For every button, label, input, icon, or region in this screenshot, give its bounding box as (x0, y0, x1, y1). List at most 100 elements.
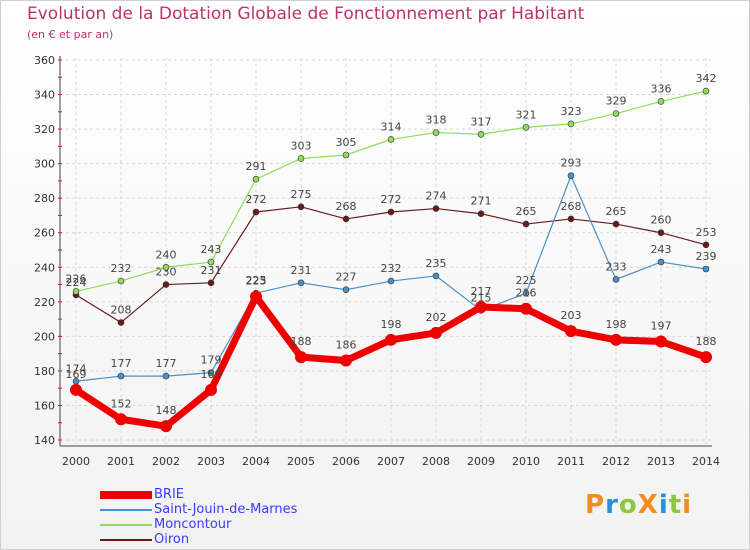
x-tick-label: 2005 (287, 455, 315, 468)
data-label-brie: 152 (111, 397, 132, 410)
data-point-oiron (477, 210, 485, 218)
data-label-brie: 169 (66, 368, 87, 381)
data-label-brie: 186 (336, 339, 357, 352)
data-point-oiron (657, 229, 665, 237)
data-point-oiron (522, 220, 530, 228)
data-label-moncontour: 314 (381, 120, 402, 133)
data-point-brie (565, 325, 577, 338)
legend-label: Oiron (154, 532, 190, 547)
data-point-oiron (702, 241, 710, 249)
y-tick-label: 320 (34, 123, 55, 136)
x-tick-label: 2009 (467, 455, 495, 468)
data-point-moncontour (387, 136, 395, 143)
data-label-moncontour: 305 (336, 136, 357, 149)
y-tick-label: 260 (34, 227, 55, 240)
x-tick-label: 2010 (512, 455, 540, 468)
data-point-brie (520, 302, 532, 315)
logo-letter: i (682, 490, 693, 520)
x-tick-label: 2014 (692, 455, 720, 468)
data-label-moncontour: 226 (66, 272, 87, 285)
x-tick-label: 2006 (332, 455, 360, 468)
data-label-saint-jouin-de-marnes: 232 (381, 262, 402, 275)
data-label-saint-jouin-de-marnes: 179 (201, 354, 222, 367)
data-label-oiron: 265 (606, 205, 627, 218)
proxiti-logo: ProXiti (585, 490, 692, 520)
data-label-oiron: 268 (336, 200, 357, 213)
data-point-saint-jouin-de-marnes (612, 276, 620, 283)
data-label-moncontour: 323 (561, 105, 582, 118)
data-point-moncontour (612, 110, 620, 117)
data-point-moncontour (162, 263, 170, 271)
data-point-saint-jouin-de-marnes (702, 265, 710, 273)
logo-letter: i (658, 490, 669, 520)
data-label-oiron: 271 (471, 195, 492, 208)
data-label-brie: 216 (516, 287, 537, 300)
data-label-saint-jouin-de-marnes: 231 (291, 264, 312, 277)
data-label-moncontour: 291 (246, 160, 267, 173)
data-point-brie (475, 301, 487, 313)
logo-letter: P (585, 490, 606, 520)
chart-subtitle: (en € et par an) (27, 28, 114, 41)
data-point-saint-jouin-de-marnes (432, 272, 440, 280)
data-label-brie: 197 (651, 320, 672, 333)
data-label-brie: 188 (291, 335, 312, 348)
y-tick-label: 220 (34, 296, 55, 309)
data-point-brie (385, 333, 397, 346)
data-point-moncontour (342, 151, 350, 159)
data-point-brie (205, 383, 217, 396)
data-point-saint-jouin-de-marnes (657, 258, 665, 266)
data-label-oiron: 265 (516, 205, 537, 218)
data-point-moncontour (432, 129, 440, 136)
data-point-saint-jouin-de-marnes (522, 289, 530, 297)
data-point-saint-jouin-de-marnes (117, 372, 125, 380)
data-label-moncontour: 318 (426, 114, 447, 127)
x-tick-label: 2012 (602, 455, 630, 468)
data-point-oiron (162, 281, 170, 288)
data-point-brie (295, 351, 307, 364)
legend-label: BRIE (154, 487, 184, 502)
data-label-brie: 203 (561, 309, 582, 322)
x-tick-label: 2000 (62, 455, 90, 468)
data-point-oiron (342, 215, 350, 223)
data-point-moncontour (72, 288, 80, 295)
data-label-oiron: 275 (291, 188, 312, 201)
x-tick-label: 2002 (152, 455, 180, 468)
x-tick-label: 2008 (422, 455, 450, 468)
data-label-saint-jouin-de-marnes: 177 (156, 357, 177, 370)
x-tick-label: 2011 (557, 455, 585, 468)
data-point-saint-jouin-de-marnes (207, 369, 215, 376)
legend-label: Saint-Jouin-de-Marnes (154, 502, 298, 517)
data-point-oiron (207, 279, 215, 287)
data-point-brie (250, 290, 262, 303)
data-label-oiron: 253 (696, 226, 717, 239)
data-label-moncontour: 321 (516, 108, 537, 121)
x-tick-label: 2003 (197, 455, 225, 468)
data-point-moncontour (117, 277, 125, 285)
x-tick-label: 2004 (242, 455, 270, 468)
data-point-saint-jouin-de-marnes (387, 277, 395, 285)
data-label-moncontour: 336 (651, 82, 672, 95)
data-point-moncontour (702, 87, 710, 95)
data-label-brie: 169 (201, 368, 222, 381)
logo-letter: X (637, 490, 659, 520)
data-label-brie: 198 (606, 318, 627, 331)
legend-label: Moncontour (154, 517, 232, 532)
data-label-moncontour: 317 (471, 115, 492, 128)
data-label-oiron: 208 (111, 304, 132, 317)
data-point-moncontour (207, 258, 215, 266)
y-tick-label: 180 (34, 365, 55, 378)
data-point-brie (160, 420, 172, 433)
data-point-oiron (117, 319, 125, 326)
data-label-moncontour: 240 (156, 248, 177, 261)
data-point-oiron (432, 205, 440, 212)
data-point-brie (430, 326, 442, 339)
data-label-oiron: 268 (561, 200, 582, 213)
y-tick-label: 200 (34, 330, 55, 343)
data-label-saint-jouin-de-marnes: 225 (246, 274, 267, 287)
data-label-moncontour: 243 (201, 243, 222, 256)
y-tick-label: 240 (34, 261, 55, 274)
data-label-saint-jouin-de-marnes: 235 (426, 257, 447, 270)
data-label-saint-jouin-de-marnes: 215 (471, 291, 492, 304)
